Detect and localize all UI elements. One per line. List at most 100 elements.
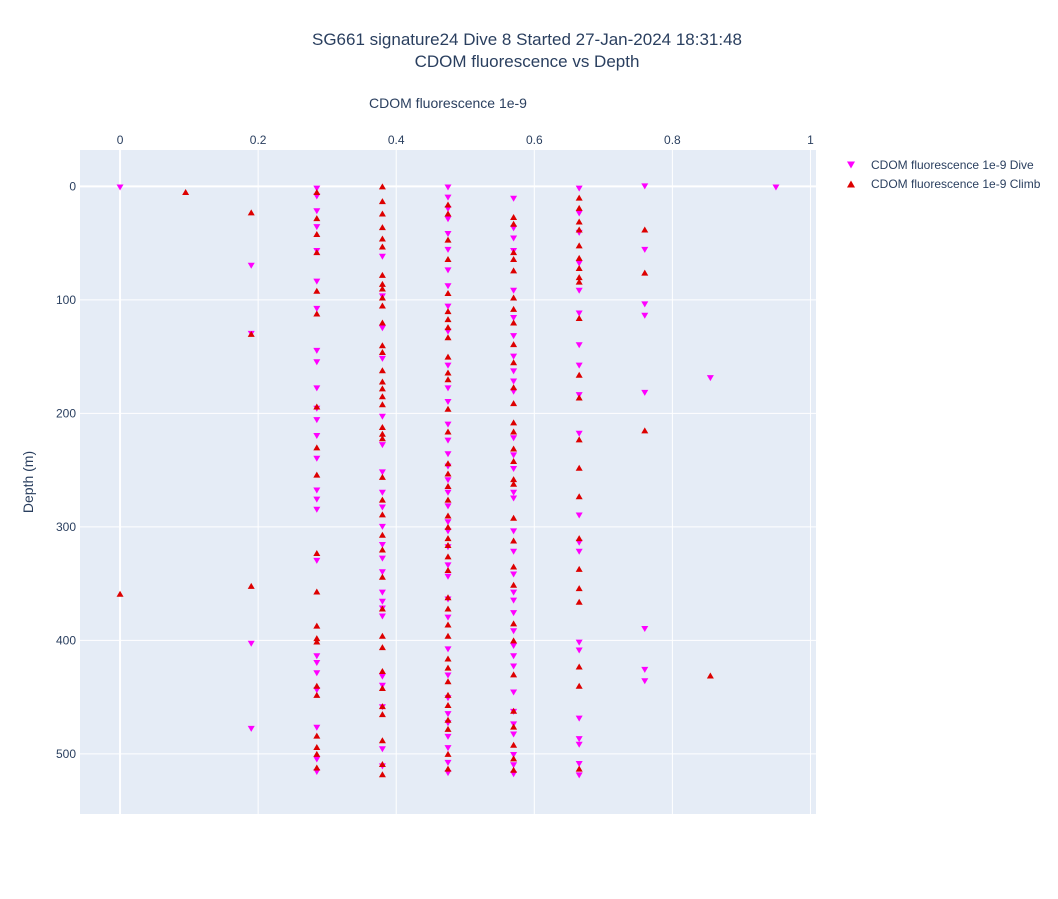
climb-point[interactable] [378, 271, 386, 278]
dive-point[interactable] [575, 539, 583, 546]
climb-point[interactable] [444, 308, 452, 315]
dive-point[interactable] [444, 733, 452, 740]
climb-point[interactable] [510, 707, 518, 714]
dive-point[interactable] [510, 771, 518, 778]
climb-point[interactable] [575, 314, 583, 321]
legend[interactable]: CDOM fluorescence 1e-9 Dive CDOM fluores… [847, 158, 1041, 191]
dive-point[interactable] [510, 287, 518, 294]
climb-point[interactable] [510, 213, 518, 220]
climb-point[interactable] [575, 371, 583, 378]
climb-point[interactable] [378, 632, 386, 639]
dive-point[interactable] [378, 442, 386, 449]
dive-point[interactable] [444, 646, 452, 653]
climb-point[interactable] [313, 588, 321, 595]
dive-point[interactable] [378, 469, 386, 476]
climb-point[interactable] [444, 621, 452, 628]
dive-point[interactable] [313, 347, 321, 354]
climb-point[interactable] [378, 711, 386, 718]
climb-point[interactable] [116, 590, 124, 597]
dive-point[interactable] [510, 225, 518, 232]
dive-point[interactable] [641, 625, 649, 632]
climb-point[interactable] [575, 565, 583, 572]
dive-point[interactable] [510, 333, 518, 340]
dive-point[interactable] [313, 305, 321, 312]
dive-point[interactable] [510, 610, 518, 617]
climb-point[interactable] [313, 310, 321, 317]
climb-point[interactable] [444, 460, 452, 467]
climb-point[interactable] [444, 428, 452, 435]
dive-point[interactable] [510, 388, 518, 395]
dive-point[interactable] [247, 725, 255, 732]
climb-point[interactable] [313, 750, 321, 757]
climb-point[interactable] [378, 294, 386, 301]
climb-point[interactable] [378, 342, 386, 349]
climb-point[interactable] [313, 549, 321, 556]
climb-point[interactable] [510, 341, 518, 348]
climb-point[interactable] [575, 242, 583, 249]
climb-point[interactable] [378, 546, 386, 553]
climb-point[interactable] [378, 224, 386, 231]
dive-point[interactable] [444, 194, 452, 201]
climb-point[interactable] [313, 230, 321, 237]
climb-point[interactable] [510, 723, 518, 730]
climb-point[interactable] [378, 319, 386, 326]
dive-point[interactable] [510, 643, 518, 650]
dive-point[interactable] [313, 660, 321, 667]
climb-point[interactable] [444, 725, 452, 732]
dive-point[interactable] [444, 385, 452, 392]
climb-point[interactable] [575, 394, 583, 401]
dive-point[interactable] [706, 375, 714, 382]
climb-point[interactable] [575, 194, 583, 201]
climb-point[interactable] [575, 493, 583, 500]
dive-point[interactable] [313, 496, 321, 503]
climb-point[interactable] [575, 204, 583, 211]
climb-point[interactable] [510, 476, 518, 483]
dive-point[interactable] [378, 746, 386, 753]
climb-point[interactable] [510, 419, 518, 426]
climb-point[interactable] [313, 764, 321, 771]
dive-point[interactable] [313, 385, 321, 392]
climb-point[interactable] [575, 663, 583, 670]
climb-point[interactable] [378, 423, 386, 430]
climb-point[interactable] [378, 644, 386, 651]
dive-point[interactable] [510, 689, 518, 696]
dive-point[interactable] [444, 283, 452, 290]
climb-point[interactable] [313, 732, 321, 739]
climb-point[interactable] [510, 563, 518, 570]
dive-point[interactable] [378, 613, 386, 620]
dive-point[interactable] [510, 465, 518, 472]
climb-point[interactable] [378, 210, 386, 217]
climb-point[interactable] [378, 685, 386, 692]
dive-point[interactable] [444, 184, 452, 191]
dive-point[interactable] [444, 206, 452, 213]
dive-point[interactable] [575, 310, 583, 317]
dive-point[interactable] [575, 210, 583, 217]
climb-point[interactable] [575, 585, 583, 592]
dive-point[interactable] [510, 571, 518, 578]
climb-point[interactable] [510, 620, 518, 627]
climb-point[interactable] [444, 716, 452, 723]
climb-point[interactable] [444, 664, 452, 671]
dive-point[interactable] [575, 362, 583, 369]
dive-point[interactable] [313, 417, 321, 424]
climb-point[interactable] [313, 682, 321, 689]
dive-point[interactable] [444, 770, 452, 777]
dive-point[interactable] [313, 224, 321, 231]
dive-point[interactable] [641, 389, 649, 396]
climb-point[interactable] [444, 210, 452, 217]
climb-point[interactable] [444, 236, 452, 243]
climb-point[interactable] [510, 445, 518, 452]
dive-point[interactable] [444, 672, 452, 679]
dive-point[interactable] [444, 562, 452, 569]
climb-point[interactable] [575, 278, 583, 285]
dive-point[interactable] [575, 639, 583, 646]
dive-point[interactable] [510, 597, 518, 604]
dive-point[interactable] [313, 506, 321, 513]
climb-point[interactable] [378, 243, 386, 250]
climb-point[interactable] [510, 480, 518, 487]
climb-point[interactable] [378, 280, 386, 287]
climb-point[interactable] [378, 531, 386, 538]
dive-point[interactable] [378, 355, 386, 362]
climb-point[interactable] [641, 269, 649, 276]
climb-point[interactable] [378, 737, 386, 744]
